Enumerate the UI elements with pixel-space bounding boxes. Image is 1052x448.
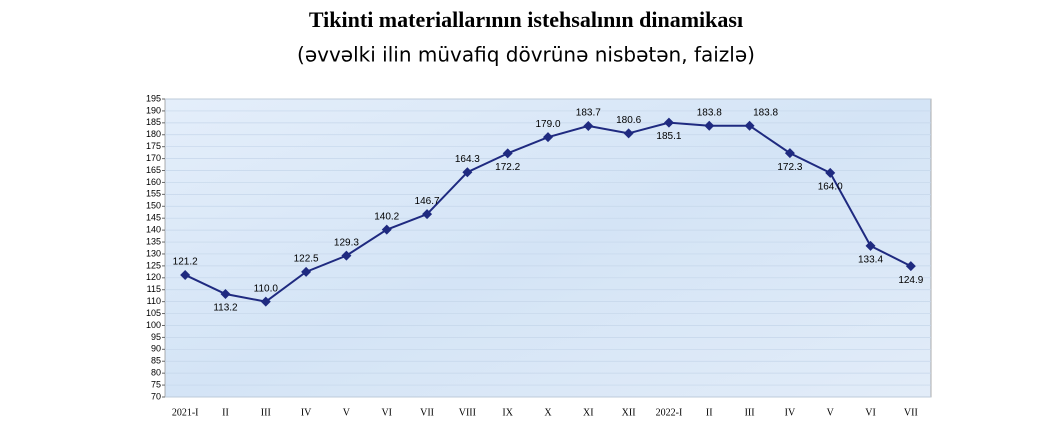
y-tick-label: 160 [146,177,161,187]
marker [704,120,715,131]
x-tick-label: II [222,407,229,418]
x-tick-label: IX [502,407,513,418]
value-label: 140.2 [374,211,399,222]
marker [583,120,594,131]
chart-title: Tikinti materiallarının istehsalının din… [309,7,743,32]
value-label: 133.4 [858,254,883,265]
value-label: 183.8 [753,107,778,118]
x-tick-label: X [544,407,552,418]
y-tick-label: 120 [146,272,161,282]
marker [301,266,312,277]
x-tick-label: VIII [459,407,476,418]
value-label: 164.3 [455,154,480,165]
y-tick-label: 175 [146,141,161,151]
x-tick-label: XII [622,407,636,418]
y-tick-label: 70 [151,391,161,401]
marker [381,224,392,235]
y-tick-label: 190 [146,105,161,115]
x-tick-label: VII [420,407,434,418]
value-label: 113.2 [213,303,238,314]
value-label: 110.0 [254,283,279,294]
marker [865,240,876,251]
marker [220,289,231,300]
y-tick-label: 145 [146,213,161,223]
marker [905,261,916,272]
x-tick-label: VI [865,407,876,418]
x-tick-label: III [261,407,271,418]
y-tick-label: 115 [147,284,161,294]
marker [260,296,271,307]
value-label: 129.3 [334,237,359,248]
x-tick-label: IV [301,407,312,418]
value-label: 180.6 [616,115,641,126]
marker [502,148,513,159]
marker [623,128,634,139]
x-tick-label: V [343,407,351,418]
value-label: 121.2 [173,257,198,268]
marker [543,132,553,143]
y-tick-label: 95 [151,332,161,342]
x-tick-label: 2021-I [172,407,199,418]
value-label: 172.3 [777,162,802,173]
y-tick-label: 195 [146,93,161,103]
marker [462,167,473,178]
y-tick-label: 185 [146,117,161,127]
marker [180,269,191,280]
y-tick-label: 155 [146,189,161,199]
x-tick-label: V [827,407,835,418]
plot-area [164,98,932,398]
y-tick-label: 75 [151,379,161,389]
marker [744,120,755,131]
value-label: 122.5 [294,253,319,264]
y-tick-label: 170 [146,153,161,163]
marker [422,209,433,220]
y-tick-label: 130 [146,248,161,258]
x-tick-label: III [745,407,755,418]
chart-subtitle: (əvvəlki ilin müvafiq dövrünə nisbətən, … [297,43,755,67]
x-tick-label: XI [583,407,594,418]
y-tick-label: 105 [146,308,161,318]
y-tick-label: 150 [146,201,161,211]
marker [341,250,352,261]
value-label: 172.2 [495,162,520,173]
x-tick-label: VI [381,407,392,418]
y-tick-label: 90 [151,344,161,354]
x-tick-label: II [706,407,713,418]
y-tick-label: 180 [146,129,161,139]
value-label: 164.0 [818,182,843,193]
value-label: 183.7 [576,108,601,119]
y-tick-label: 135 [146,236,161,246]
value-label: 179.0 [535,119,560,130]
x-tick-label: 2022-I [656,407,683,418]
y-tick-label: 85 [151,356,161,366]
y-tick-label: 125 [146,260,161,270]
value-label: 183.8 [697,107,722,118]
x-tick-label: VII [904,407,918,418]
y-tick-label: 80 [151,368,161,378]
value-label: 185.1 [656,131,681,142]
marker [663,117,674,128]
marker [784,148,795,159]
marker [825,167,836,178]
y-tick-label: 100 [146,320,161,330]
y-tick-label: 110 [147,296,161,306]
y-tick-label: 140 [146,224,161,234]
value-label: 124.9 [898,275,923,286]
value-label: 146.7 [415,196,440,207]
y-tick-label: 165 [146,165,161,175]
x-tick-label: IV [785,407,796,418]
